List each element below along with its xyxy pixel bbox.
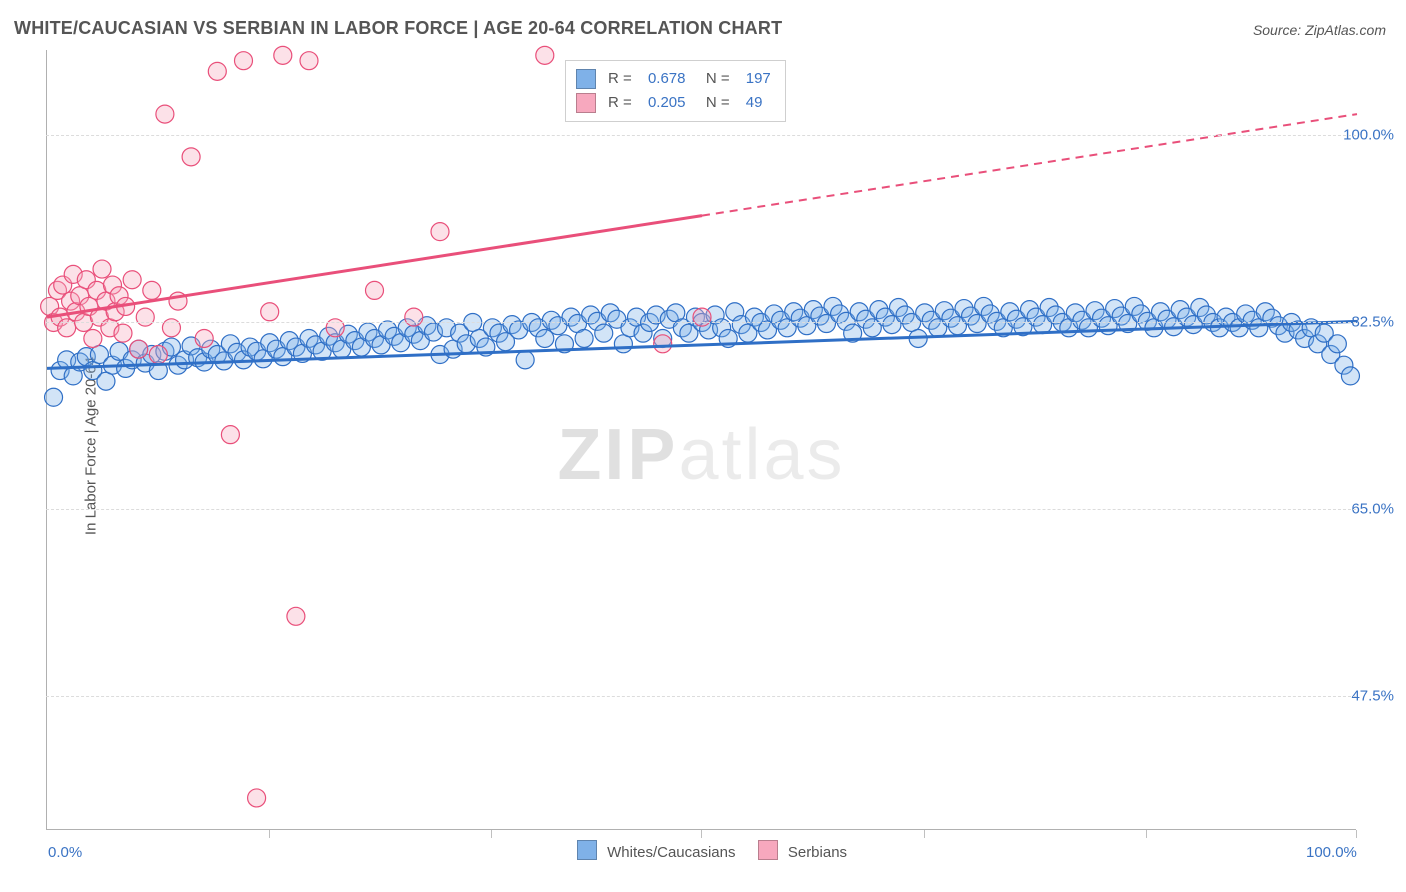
gridline	[46, 322, 1356, 323]
y-tick-label: 65.0%	[1351, 501, 1394, 518]
bottom-swatch-serbians	[758, 840, 778, 860]
x-minor-tick	[491, 830, 492, 838]
legend-r-whites: 0.678	[648, 67, 686, 91]
x-tick-label: 0.0%	[48, 844, 82, 861]
plot-area: ZIPatlas	[46, 50, 1356, 830]
x-minor-tick	[924, 830, 925, 838]
chart-title: WHITE/CAUCASIAN VS SERBIAN IN LABOR FORC…	[14, 18, 782, 39]
y-tick-label: 82.5%	[1351, 314, 1394, 331]
legend-swatch-serbians	[576, 93, 596, 113]
scatter-point	[123, 271, 141, 289]
legend-row-serbians: R = 0.205 N = 49	[576, 91, 771, 115]
bottom-label-serbians: Serbians	[788, 844, 847, 861]
scatter-point	[248, 789, 266, 807]
bottom-swatch-whites	[577, 840, 597, 860]
x-minor-tick	[1146, 830, 1147, 838]
scatter-point	[366, 281, 384, 299]
x-minor-tick	[1356, 830, 1357, 838]
legend-n-whites: 197	[746, 67, 771, 91]
legend-n-serbians: 49	[746, 91, 763, 115]
y-tick-label: 47.5%	[1351, 688, 1394, 705]
scatter-point	[208, 62, 226, 80]
scatter-point	[130, 340, 148, 358]
scatter-point	[1341, 367, 1359, 385]
gridline	[46, 509, 1356, 510]
scatter-point	[575, 329, 593, 347]
scatter-point	[1328, 335, 1346, 353]
scatter-point	[93, 260, 111, 278]
scatter-point	[300, 52, 318, 70]
x-tick-label: 100.0%	[1306, 844, 1357, 861]
scatter-point	[143, 281, 161, 299]
scatter-point	[114, 324, 132, 342]
scatter-point	[156, 105, 174, 123]
chart-container: WHITE/CAUCASIAN VS SERBIAN IN LABOR FORC…	[0, 0, 1406, 892]
scatter-point	[536, 46, 554, 64]
scatter-point	[261, 303, 279, 321]
chart-source: Source: ZipAtlas.com	[1253, 22, 1386, 38]
bottom-legend: Whites/Caucasians Serbians	[0, 840, 1406, 861]
x-minor-tick	[701, 830, 702, 838]
scatter-point	[235, 52, 253, 70]
scatter-point	[595, 324, 613, 342]
scatter-point	[195, 329, 213, 347]
x-minor-tick	[269, 830, 270, 838]
scatter-point	[431, 223, 449, 241]
scatter-point	[287, 607, 305, 625]
scatter-point	[182, 148, 200, 166]
scatter-point	[149, 346, 167, 364]
scatter-point	[97, 372, 115, 390]
scatter-point	[84, 329, 102, 347]
scatter-point	[516, 351, 534, 369]
gridline	[46, 135, 1356, 136]
plot-svg	[47, 50, 1357, 830]
scatter-point	[614, 335, 632, 353]
scatter-point	[654, 335, 672, 353]
gridline	[46, 696, 1356, 697]
legend-row-whites: R = 0.678 N = 197	[576, 67, 771, 91]
legend-r-serbians: 0.205	[648, 91, 686, 115]
scatter-point	[221, 426, 239, 444]
bottom-label-whites: Whites/Caucasians	[607, 844, 735, 861]
scatter-point	[274, 46, 292, 64]
correlation-legend: R = 0.678 N = 197 R = 0.205 N = 49	[565, 60, 786, 122]
legend-swatch-whites	[576, 69, 596, 89]
scatter-point	[45, 388, 63, 406]
